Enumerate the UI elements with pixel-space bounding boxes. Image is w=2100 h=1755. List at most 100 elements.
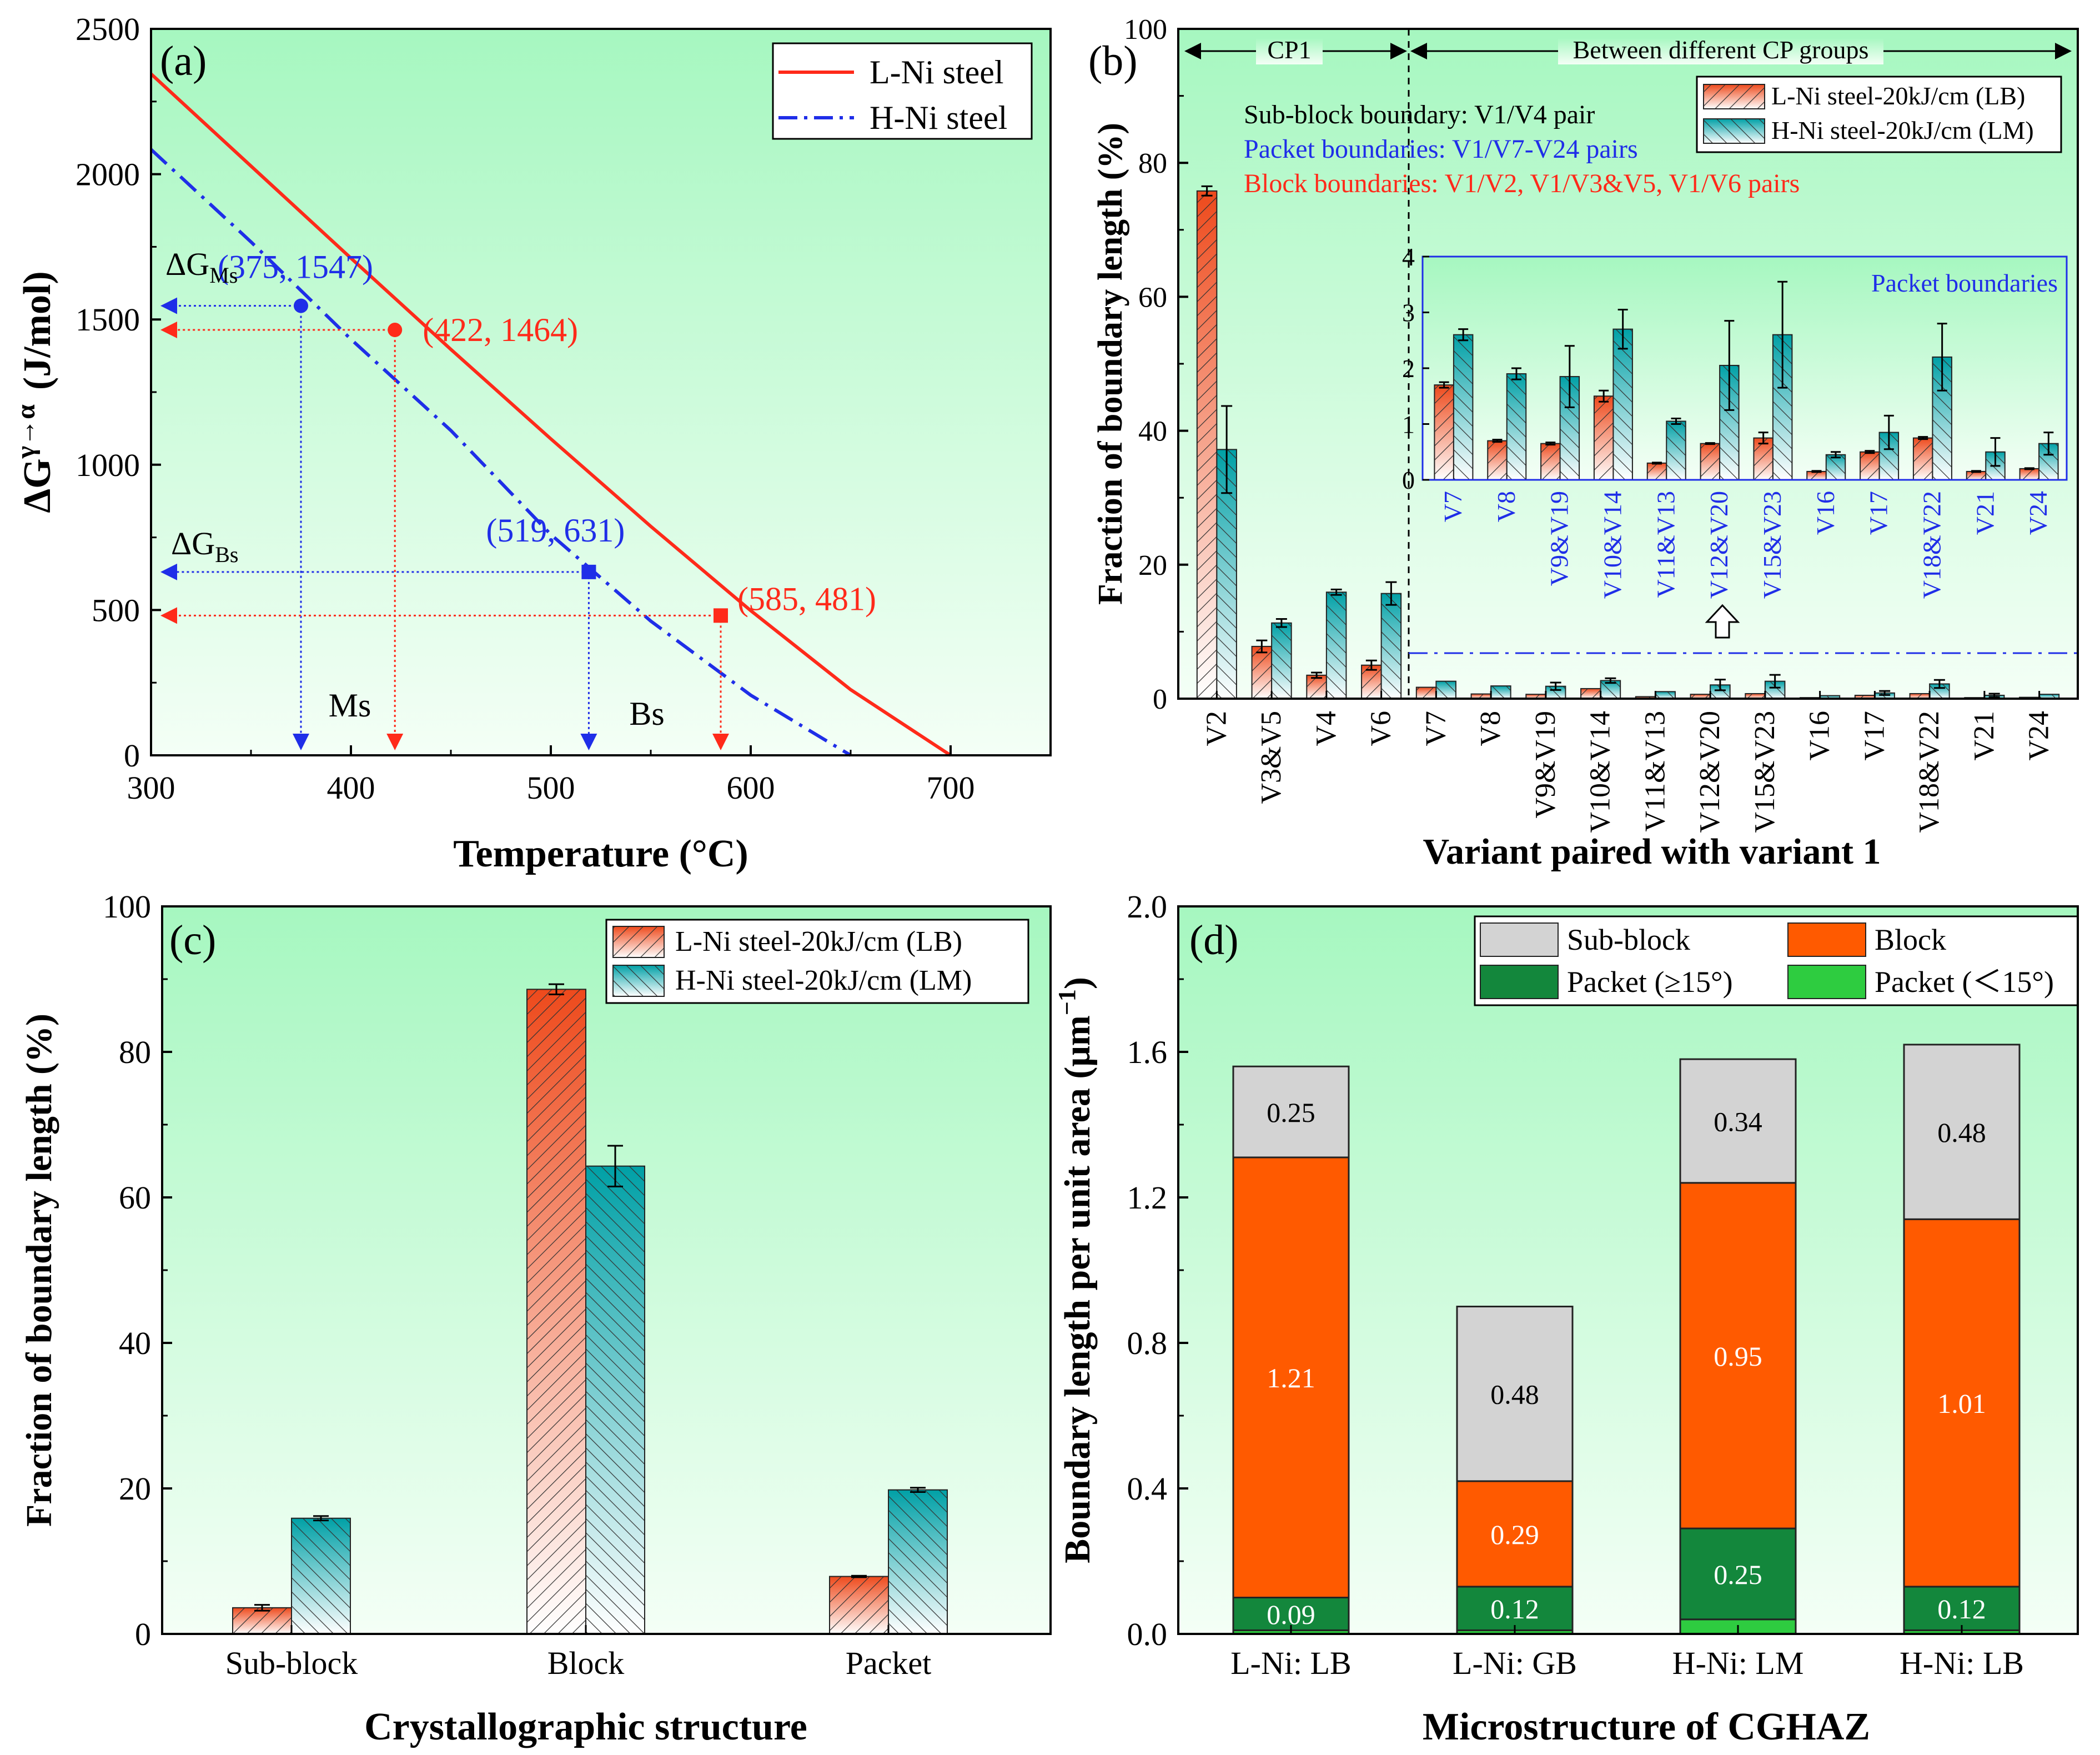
x-axis-title: Temperature (°C) (453, 833, 748, 875)
x-tick-label: V4 (1310, 711, 1342, 746)
y-tick-label: 0.0 (1127, 1616, 1168, 1652)
point-label: (422, 1464) (423, 312, 578, 348)
legend-label: L-Ni steel-20kJ/cm (LB) (1771, 82, 2025, 110)
legend-swatch-hatch (612, 965, 665, 997)
ms-label: Ms (329, 687, 371, 724)
y-title-sup: γ→α (11, 404, 41, 459)
inset-bar-hatch (1860, 451, 1880, 480)
up-arrow-icon (1705, 604, 1740, 639)
dg-sub: Bs (215, 542, 238, 567)
x-tick-label: V11&V13 (1639, 711, 1671, 832)
legend-swatch-hatch (1703, 84, 1765, 109)
bar-hatch (1271, 622, 1292, 700)
bar-hatch (1380, 593, 1402, 699)
inset-x-label: V18&V22 (1917, 491, 1946, 599)
x-tick-label: V2 (1200, 711, 1232, 746)
stack-segment (1232, 1065, 1350, 1159)
lni-curve (149, 72, 952, 757)
point-label: (375, 1547) (218, 249, 373, 285)
dg-main: ΔG (171, 525, 215, 561)
stack-segment (1232, 1156, 1350, 1598)
x-tick-label: V7 (1420, 711, 1451, 746)
inset-bar-hatch (1540, 443, 1561, 480)
inset-x-label: V7 (1439, 491, 1467, 522)
segment-label: 0.12 (1937, 1593, 1986, 1624)
legend-label: Block (1875, 923, 1946, 956)
x-tick-label: V17 (1858, 711, 1890, 761)
panel-c: Sub-block Block Packet L-Ni steel-20kJ/cm (… (19, 889, 1052, 1748)
hni-curve (149, 148, 852, 757)
stack-segment (1679, 1182, 1797, 1530)
segment-label: 1.21 (1267, 1362, 1315, 1393)
segment-label: 0.48 (1490, 1379, 1539, 1410)
y-tick-label: 80 (1138, 148, 1167, 179)
inset-x-label: V21 (1971, 491, 1999, 535)
panel-a: (375, 1547) (422, 1464) (519, 631) (585, 48… (11, 11, 1052, 875)
inset-bar-hatch (1912, 437, 1933, 480)
note-text: Packet boundaries: V1/V7-V24 pairs (1244, 134, 1638, 164)
segment-label: 0.34 (1714, 1106, 1762, 1137)
point-marker (581, 564, 596, 579)
y-tick-label: 0 (1153, 684, 1167, 715)
legend-swatch-hatch (1703, 118, 1765, 144)
x-tick-label: L-Ni: GB (1453, 1645, 1577, 1681)
x-tick-label: V8 (1475, 711, 1506, 746)
x-tick-label: V16 (1804, 711, 1836, 761)
legend-swatch (1787, 965, 1866, 999)
bar-hatch (888, 1489, 948, 1635)
inset-bar-hatch (1666, 420, 1686, 480)
inset-y-label: 1 (1402, 410, 1415, 439)
legend-box (605, 919, 1029, 1004)
inset-bar-hatch (1825, 454, 1846, 481)
y-tick-label: 1.2 (1127, 1180, 1168, 1216)
legend-label: H-Ni steel-20kJ/cm (LM) (675, 965, 972, 996)
bar-hatch (1490, 685, 1511, 700)
inset-x-label: V15&V23 (1758, 491, 1786, 599)
y-tick-label: 500 (92, 592, 140, 628)
x-tick-label: V12&V20 (1694, 711, 1726, 833)
cp1-label: CP1 (1267, 36, 1311, 64)
between-label: Between different CP groups (1573, 36, 1869, 64)
y-tick-label: 20 (119, 1471, 151, 1507)
stack-segment (1679, 1058, 1797, 1184)
legend-label: L-Ni steel (870, 54, 1004, 91)
y-tick-label: 60 (119, 1180, 151, 1216)
x-axis-title: Crystallographic structure (364, 1706, 807, 1748)
legend-swatch (1787, 922, 1866, 957)
inset-title: Packet boundaries (1871, 269, 2058, 297)
y-axis-title: Boundary length per unit area (μm−1) (1053, 977, 1098, 1563)
y-tick-label: 0.8 (1127, 1325, 1168, 1361)
legend: L-Ni steel-20kJ/cm (LB) H-Ni steel-20kJ/c… (605, 919, 1029, 1004)
bar-hatch (232, 1607, 292, 1635)
bs-label: Bs (629, 695, 664, 732)
y-tick-label: 1000 (76, 447, 140, 483)
x-tick-label: 300 (127, 770, 175, 806)
inset-y-label: 4 (1402, 243, 1415, 271)
cp1-label-bg (1256, 38, 1323, 64)
x-tick-label: V3&V5 (1255, 711, 1287, 804)
y-tick-label: 0 (135, 1616, 151, 1652)
inset-x-label: V16 (1811, 491, 1840, 535)
segment-label: 0.95 (1714, 1341, 1762, 1372)
stack-segment (1903, 1044, 2021, 1220)
y-tick-label: 2500 (76, 11, 140, 47)
inset-x-label: V10&V14 (1598, 491, 1626, 599)
y-title-main: ΔG (16, 458, 59, 513)
inset-bar-hatch (1700, 443, 1721, 480)
x-tick-label: V15&V23 (1749, 711, 1781, 833)
stack-segment (1232, 1597, 1350, 1631)
x-tick-label: V6 (1365, 711, 1397, 746)
x-tick-label: Packet (846, 1645, 932, 1681)
inset-x-label: V24 (2024, 491, 2052, 535)
segment-label: 1.01 (1937, 1388, 1986, 1419)
y-tick-label: 100 (103, 889, 151, 925)
note-text: Sub-block boundary: V1/V4 pair (1244, 100, 1595, 129)
inset-bar-hatch (1646, 462, 1667, 480)
stack-segment (1456, 1586, 1574, 1631)
y-tick-label: 2000 (76, 157, 140, 193)
note-text: Block boundaries: V1/V2, V1/V3&V5, V1/V6… (1244, 169, 1800, 198)
legend-label: L-Ni steel-20kJ/cm (LB) (675, 926, 962, 957)
x-tick-label: Block (547, 1645, 625, 1681)
y-tick-label: 0 (124, 738, 140, 774)
